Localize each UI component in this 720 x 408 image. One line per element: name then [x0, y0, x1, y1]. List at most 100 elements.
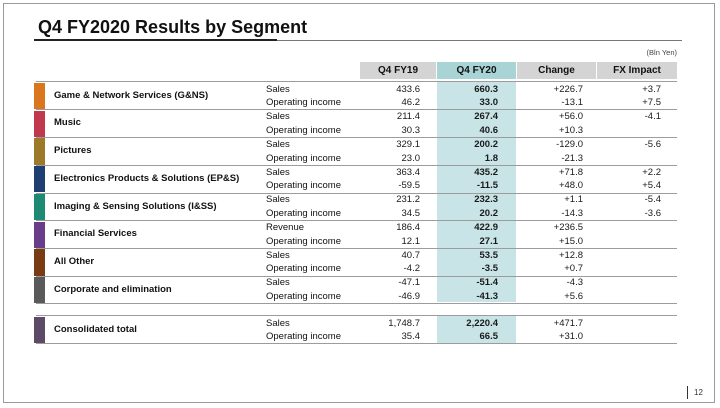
- segment-name: All Other: [54, 255, 95, 267]
- value-q4-fy20: -11.5: [476, 180, 498, 192]
- segment-color-marker: [34, 317, 45, 344]
- header-fx-impact: FX Impact: [597, 62, 677, 79]
- value-q4-fy20: 660.3: [474, 83, 498, 95]
- segment-color-marker: [34, 110, 45, 138]
- value-fx-impact: -4.1: [644, 111, 661, 123]
- value-q4-fy20: 40.6: [479, 124, 499, 136]
- segment-color-marker: [34, 193, 45, 221]
- value-q4-fy20: 33.0: [479, 97, 499, 109]
- value-q4-fy20: -51.4: [476, 277, 498, 289]
- row-divider: [36, 192, 677, 194]
- metric-label: Operating income: [266, 208, 341, 219]
- value-q4-fy19: -46.9: [398, 291, 420, 303]
- value-change: -13.1: [561, 97, 583, 109]
- row-divider: [36, 315, 677, 316]
- segment-color-marker: [34, 276, 45, 304]
- value-change: +15.0: [558, 235, 583, 247]
- segment-name: Financial Services: [54, 228, 137, 240]
- segment-name: Game & Network Services (G&NS): [54, 89, 209, 101]
- unit-label: (Bln Yen): [646, 48, 677, 57]
- segment-name: Pictures: [54, 145, 92, 157]
- value-fx-impact: +5.4: [642, 180, 661, 192]
- value-q4-fy19: 12.1: [401, 235, 421, 247]
- q4-fy20-highlight-band-total: [437, 316, 516, 343]
- value-q4-fy20: 435.2: [474, 166, 498, 178]
- header-q4-fy19: Q4 FY19: [360, 62, 436, 79]
- value-q4-fy19: 46.2: [401, 97, 421, 109]
- segment-color-marker: [34, 166, 45, 193]
- value-change: -14.3: [561, 208, 583, 219]
- value-change: +56.0: [558, 111, 583, 123]
- title-underline: [34, 39, 277, 41]
- segment-name: Music: [54, 117, 81, 129]
- row-divider: [36, 343, 677, 345]
- slide-frame: [3, 3, 715, 403]
- value-q4-fy19: 433.6: [396, 83, 420, 95]
- metric-label: Operating income: [266, 180, 341, 192]
- value-q4-fy19: 40.7: [401, 249, 421, 261]
- value-q4-fy19: -59.5: [398, 180, 420, 192]
- segment-color-marker: [34, 83, 45, 110]
- value-q4-fy19: 23.0: [401, 152, 421, 164]
- header-change: Change: [517, 62, 596, 79]
- value-change: +12.8: [558, 249, 583, 261]
- value-fx-impact: +3.7: [642, 83, 661, 95]
- value-change: +471.7: [553, 317, 583, 329]
- segment-name: Imaging & Sensing Solutions (I&SS): [54, 200, 217, 212]
- segment-color-marker: [34, 249, 45, 276]
- segment-name: Consolidated total: [54, 323, 137, 335]
- value-q4-fy20: 2,220.4: [466, 317, 498, 329]
- value-q4-fy19: -47.1: [398, 277, 420, 289]
- value-q4-fy19: 35.4: [401, 331, 421, 343]
- value-q4-fy19: 186.4: [396, 222, 420, 233]
- value-q4-fy19: 34.5: [401, 208, 421, 219]
- row-divider: [36, 81, 677, 82]
- metric-label: Sales: [266, 138, 290, 150]
- value-change: +48.0: [558, 180, 583, 192]
- value-q4-fy20: -41.3: [476, 291, 498, 303]
- value-change: +10.3: [558, 124, 583, 136]
- value-q4-fy19: 363.4: [396, 166, 420, 178]
- value-fx-impact: -5.4: [644, 194, 661, 206]
- q4-fy20-highlight-band: [437, 81, 516, 302]
- metric-label: Operating income: [266, 235, 341, 247]
- metric-label: Operating income: [266, 331, 341, 343]
- page-number: 12: [694, 388, 703, 397]
- metric-label: Revenue: [266, 222, 305, 233]
- value-q4-fy20: 53.5: [479, 249, 499, 261]
- metric-label: Sales: [266, 317, 290, 329]
- metric-label: Sales: [266, 277, 290, 289]
- metric-label: Sales: [266, 83, 290, 95]
- value-change: -129.0: [556, 138, 583, 150]
- value-change: +31.0: [558, 331, 583, 343]
- row-divider: [36, 247, 677, 249]
- value-q4-fy20: 422.9: [474, 222, 498, 233]
- value-q4-fy19: 329.1: [396, 138, 420, 150]
- value-q4-fy20: 66.5: [479, 331, 499, 343]
- metric-label: Sales: [266, 249, 290, 261]
- value-change: +0.7: [564, 263, 583, 275]
- metric-label: Sales: [266, 166, 290, 178]
- value-q4-fy19: 1,748.7: [388, 317, 420, 329]
- metric-label: Sales: [266, 111, 290, 123]
- value-q4-fy20: 1.8: [484, 152, 498, 164]
- row-divider: [36, 137, 677, 139]
- value-fx-impact: +7.5: [642, 97, 661, 109]
- title-rule-extension: [277, 40, 682, 41]
- value-change: +226.7: [553, 83, 583, 95]
- row-divider: [36, 303, 677, 305]
- segment-color-marker: [34, 138, 45, 165]
- row-divider: [36, 275, 677, 277]
- value-q4-fy19: 231.2: [396, 194, 420, 206]
- segment-name: Electronics Products & Solutions (EP&S): [54, 172, 240, 184]
- metric-label: Sales: [266, 194, 290, 206]
- value-change: -21.3: [561, 152, 583, 164]
- row-divider: [36, 164, 677, 166]
- value-q4-fy19: -4.2: [403, 263, 420, 275]
- row-divider: [36, 220, 677, 222]
- value-q4-fy20: -3.5: [481, 263, 498, 275]
- value-q4-fy20: 200.2: [474, 138, 498, 150]
- page-title: Q4 FY2020 Results by Segment: [38, 17, 308, 37]
- row-divider: [36, 109, 677, 111]
- value-change: +1.1: [564, 194, 583, 206]
